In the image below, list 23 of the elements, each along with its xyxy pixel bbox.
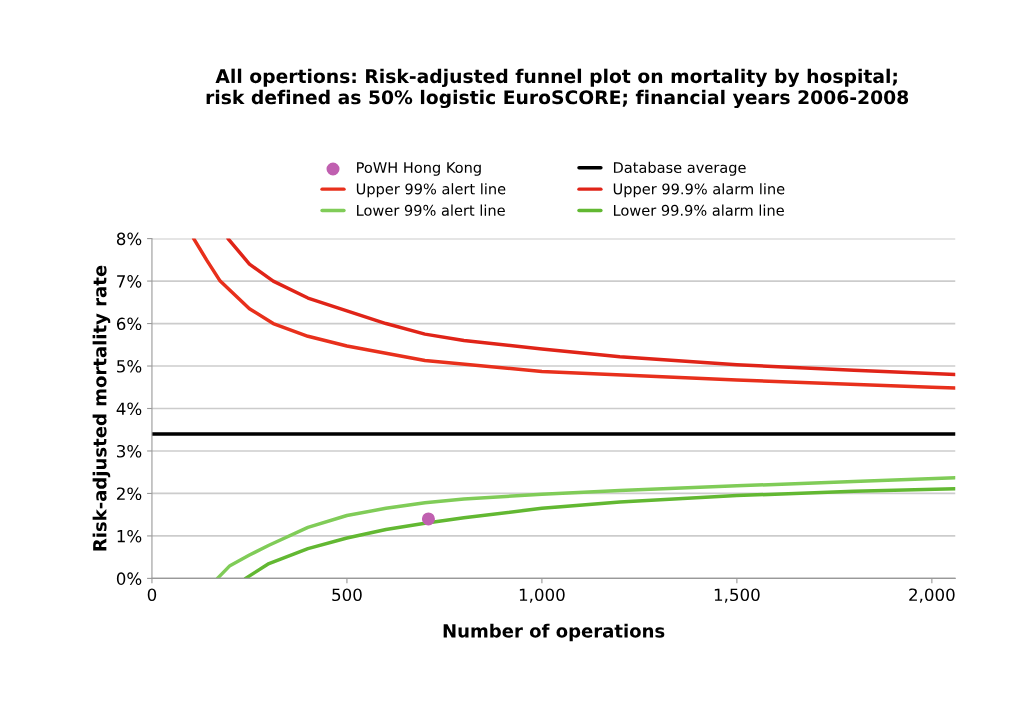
y-tick-label: 7% [117, 275, 142, 288]
y-tick-label: 2% [117, 487, 142, 501]
x-tick-label: 1,500 [714, 588, 760, 603]
x-tick-label: 2,000 [909, 588, 955, 603]
y-tick-label: 5% [117, 359, 142, 373]
y-tick-label: 8% [116, 232, 142, 246]
y-axis-title: Risk-adjusted mortality rate [92, 265, 111, 551]
y-tick-label: 4% [116, 402, 142, 416]
x-axis-title: Number of operations [443, 623, 665, 642]
x-tick-label: 0 [147, 588, 157, 602]
legend-label: Lower 99% alert line [357, 204, 505, 216]
legend-label: PoWH Hong Kong [357, 162, 481, 176]
y-tick-label: 3% [117, 444, 142, 458]
legend-label: Upper 99% alert line [356, 183, 506, 198]
x-tick-label: 500 [332, 588, 362, 602]
legend-label: Database average [613, 161, 746, 176]
y-tick-label: 1% [117, 529, 142, 543]
y-tick-label: 0% [116, 572, 142, 585]
legend-label: Upper 99.9% alarm line [613, 183, 785, 198]
legend-label: Lower 99.9% alarm line [613, 204, 784, 216]
x-tick-label: 1,000 [519, 588, 565, 603]
y-tick-label: 6% [116, 317, 142, 331]
chart-title: All opertions: Risk-adjusted funnel plot on mortality by hospital; risk defined as 50% logistic EuroSCORE; financial years 2006-2008 [206, 68, 909, 109]
